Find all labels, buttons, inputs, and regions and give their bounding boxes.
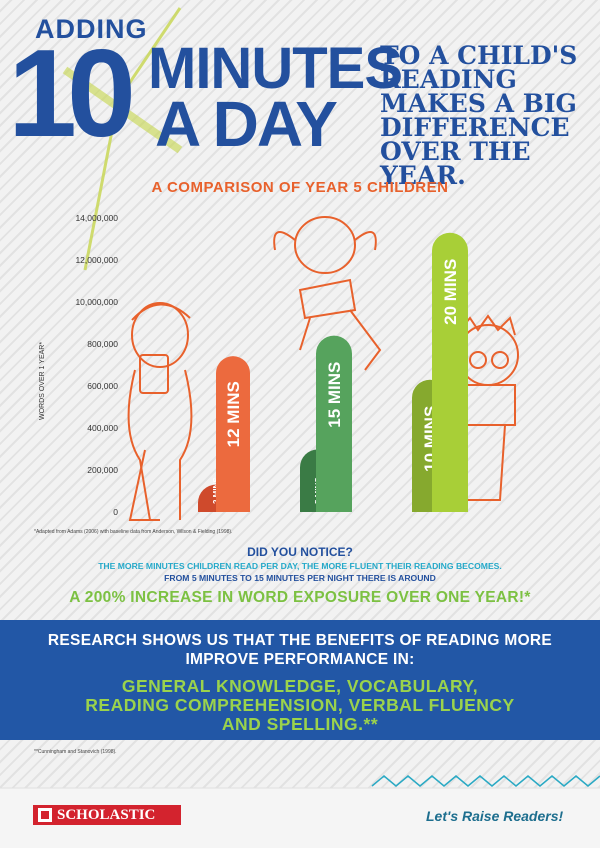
clock-hands-decoration — [62, 7, 183, 271]
boy-with-tablet-illustration — [127, 302, 193, 521]
bar-label: 20 MINS — [441, 259, 460, 325]
notice-section: DID YOU NOTICE? THE MORE MINUTES CHILDRE… — [0, 545, 600, 607]
research-line: RESEARCH SHOWS US THAT THE BENEFITS OF R… — [47, 632, 553, 649]
chart-bar — [216, 356, 250, 512]
research-band: RESEARCH SHOWS US THAT THE BENEFITS OF R… — [0, 620, 600, 740]
scholastic-mark-icon — [38, 808, 52, 822]
bar-label: 15 MINS — [325, 362, 344, 428]
chart-footnote: *Adapted from Adams (2006) with baseline… — [34, 529, 233, 535]
girl-reading-illustration — [273, 216, 382, 371]
y-tick-label: 10,000,000 — [75, 297, 118, 307]
benefits-list: GENERAL KNOWLEDGE, VOCABULARY, READING C… — [0, 677, 600, 734]
scholastic-logo: SCHOLASTIC — [33, 805, 181, 825]
tagline-line: READING — [380, 65, 517, 94]
benefits-line: AND SPELLING.** — [221, 714, 379, 734]
header-tagline: TO A CHILD'S READING MAKES A BIG DIFFERE… — [380, 41, 595, 190]
tagline-line: DIFFERENCE — [380, 113, 570, 142]
benefits-line: READING COMPREHENSION, VERBAL FLUENCY — [85, 695, 515, 715]
research-footnote: **Cunningham and Stanovich (1998). — [34, 749, 117, 755]
research-statement: RESEARCH SHOWS US THAT THE BENEFITS OF R… — [0, 631, 600, 669]
header-adding: ADDING — [35, 14, 148, 44]
slogan: Let's Raise Readers! — [426, 808, 564, 824]
research-line: IMPROVE PERFORMANCE IN: — [185, 651, 415, 668]
notice-line-2: FROM 5 MINUTES TO 15 MINUTES PER NIGHT T… — [164, 573, 436, 583]
y-tick-label: 12,000,000 — [75, 255, 118, 265]
chart-bar — [316, 335, 352, 512]
chart-bar — [432, 232, 468, 512]
y-tick-label: 0 — [113, 507, 118, 517]
y-tick-label: 400,000 — [87, 423, 118, 433]
zigzag-decoration — [0, 775, 600, 789]
y-tick-label: 200,000 — [87, 465, 118, 475]
y-tick-label: 600,000 — [87, 381, 118, 391]
header-ten: 10 — [8, 25, 136, 163]
y-tick-label: 14,000,000 — [75, 213, 118, 223]
y-tick-label: 800,000 — [87, 339, 118, 349]
notice-question: DID YOU NOTICE? — [247, 545, 353, 559]
tagline-line: OVER THE YEAR. — [380, 137, 531, 190]
brand-name: SCHOLASTIC — [57, 807, 156, 823]
y-axis-label: WORDS OVER 1 YEAR* — [39, 342, 46, 420]
tagline-line: MAKES A BIG — [380, 89, 577, 118]
notice-line-3: A 200% INCREASE IN WORD EXPOSURE OVER ON… — [69, 589, 531, 606]
benefits-line: GENERAL KNOWLEDGE, VOCABULARY, — [121, 676, 479, 696]
notice-line-1: THE MORE MINUTES CHILDREN READ PER DAY, … — [98, 561, 502, 571]
chart-title: A COMPARISON OF YEAR 5 CHILDREN — [151, 179, 449, 196]
tagline-line: TO A CHILD'S — [380, 41, 578, 70]
y-axis: 14,000,000 12,000,000 10,000,000 800,000 600… — [75, 213, 118, 517]
bar-label: 12 MINS — [224, 381, 243, 447]
bar-chart: 14,000,000 12,000,000 10,000,000 800,000 600… — [39, 213, 519, 521]
header-minutes: MINUTES — [148, 36, 403, 101]
header-a-day: A DAY — [155, 88, 338, 160]
